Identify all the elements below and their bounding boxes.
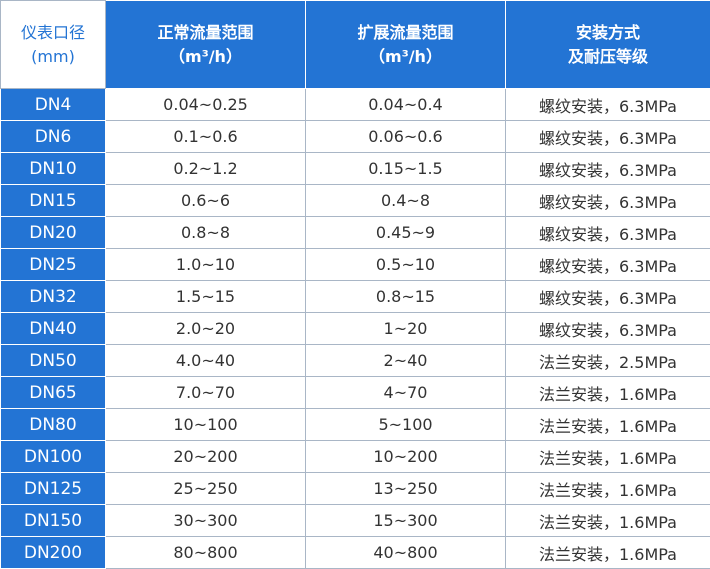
data-cell: 5~100 — [306, 409, 506, 441]
data-cell: 2.0~20 — [106, 313, 306, 345]
size-cell: DN100 — [1, 441, 106, 473]
data-cell: 0.45~9 — [306, 217, 506, 249]
data-cell: 30~300 — [106, 505, 306, 537]
data-cell: 0.8~8 — [106, 217, 306, 249]
header-line: （m³/h） — [306, 45, 505, 69]
header-cell: 正常流量范围（m³/h） — [106, 1, 306, 89]
header-line: 正常流量范围 — [106, 21, 305, 45]
size-cell: DN125 — [1, 473, 106, 505]
size-cell: DN80 — [1, 409, 106, 441]
size-cell: DN6 — [1, 121, 106, 153]
data-cell: 0.04~0.25 — [106, 89, 306, 121]
header-line: 及耐压等级 — [506, 45, 710, 69]
data-cell: 法兰安装，1.6MPa — [506, 377, 710, 409]
data-cell: 法兰安装，1.6MPa — [506, 409, 710, 441]
data-cell: 0.8~15 — [306, 281, 506, 313]
data-cell: 1.5~15 — [106, 281, 306, 313]
data-cell: 4.0~40 — [106, 345, 306, 377]
data-cell: 法兰安装，1.6MPa — [506, 505, 710, 537]
data-cell: 13~250 — [306, 473, 506, 505]
data-cell: 法兰安装，1.6MPa — [506, 473, 710, 505]
data-cell: 法兰安装，1.6MPa — [506, 441, 710, 473]
data-cell: 螺纹安装，6.3MPa — [506, 217, 710, 249]
data-cell: 7.0~70 — [106, 377, 306, 409]
data-cell: 80~800 — [106, 537, 306, 569]
data-cell: 0.1~0.6 — [106, 121, 306, 153]
header-line: (mm) — [1, 45, 105, 69]
size-cell: DN32 — [1, 281, 106, 313]
size-cell: DN200 — [1, 537, 106, 569]
data-cell: 10~100 — [106, 409, 306, 441]
data-cell: 螺纹安装，6.3MPa — [506, 185, 710, 217]
size-cell: DN40 — [1, 313, 106, 345]
size-cell: DN10 — [1, 153, 106, 185]
data-cell: 2~40 — [306, 345, 506, 377]
data-cell: 法兰安装，1.6MPa — [506, 537, 710, 569]
data-cell: 1~20 — [306, 313, 506, 345]
header-line: 仪表口径 — [1, 21, 105, 45]
data-cell: 15~300 — [306, 505, 506, 537]
header-line: （m³/h） — [106, 45, 305, 69]
data-cell: 法兰安装，2.5MPa — [506, 345, 710, 377]
size-cell: DN25 — [1, 249, 106, 281]
data-cell: 螺纹安装，6.3MPa — [506, 121, 710, 153]
data-cell: 螺纹安装，6.3MPa — [506, 153, 710, 185]
data-cell: 0.2~1.2 — [106, 153, 306, 185]
data-cell: 1.0~10 — [106, 249, 306, 281]
data-cell: 0.04~0.4 — [306, 89, 506, 121]
data-cell: 螺纹安装，6.3MPa — [506, 281, 710, 313]
size-cell: DN50 — [1, 345, 106, 377]
data-cell: 螺纹安装，6.3MPa — [506, 313, 710, 345]
data-cell: 10~200 — [306, 441, 506, 473]
header-line: 安装方式 — [506, 21, 710, 45]
data-cell: 20~200 — [106, 441, 306, 473]
data-cell: 25~250 — [106, 473, 306, 505]
data-cell: 4~70 — [306, 377, 506, 409]
size-cell: DN20 — [1, 217, 106, 249]
header-cell: 扩展流量范围（m³/h） — [306, 1, 506, 89]
data-cell: 40~800 — [306, 537, 506, 569]
size-cell: DN65 — [1, 377, 106, 409]
data-cell: 螺纹安装，6.3MPa — [506, 89, 710, 121]
header-cell: 安装方式及耐压等级 — [506, 1, 710, 89]
data-cell: 0.15~1.5 — [306, 153, 506, 185]
data-cell: 0.06~0.6 — [306, 121, 506, 153]
data-cell: 螺纹安装，6.3MPa — [506, 249, 710, 281]
size-cell: DN150 — [1, 505, 106, 537]
data-cell: 0.4~8 — [306, 185, 506, 217]
size-cell: DN15 — [1, 185, 106, 217]
size-cell: DN4 — [1, 89, 106, 121]
data-cell: 0.5~10 — [306, 249, 506, 281]
header-row: 仪表口径(mm)正常流量范围（m³/h）扩展流量范围（m³/h）安装方式及耐压等… — [1, 1, 710, 89]
header-cell: 仪表口径(mm) — [1, 1, 106, 89]
data-cell: 0.6~6 — [106, 185, 306, 217]
header-line: 扩展流量范围 — [306, 21, 505, 45]
